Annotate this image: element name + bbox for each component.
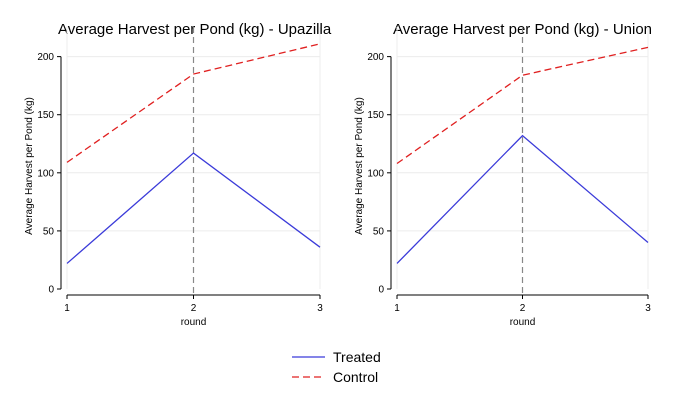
y-tick-label: 50 xyxy=(373,226,385,237)
y-tick-label: 0 xyxy=(48,285,54,296)
chart-title: Average Harvest per Pond (kg) - Upazilla xyxy=(58,21,332,38)
y-tick-label: 100 xyxy=(37,168,54,179)
y-tick-label: 100 xyxy=(367,168,384,179)
x-tick-label: 3 xyxy=(317,303,323,314)
y-axis-label: Average Harvest per Pond (kg) xyxy=(24,97,35,235)
legend: Treated Control xyxy=(292,349,381,385)
x-axis-label: round xyxy=(510,317,536,328)
y-tick-label: 150 xyxy=(37,110,54,121)
series-line-control xyxy=(66,43,321,163)
x-tick-label: 1 xyxy=(394,303,400,314)
panel-union: Average Harvest per Pond (kg) - Union050… xyxy=(354,21,652,328)
legend-label-treated: Treated xyxy=(333,349,381,365)
y-tick-label: 50 xyxy=(43,226,55,237)
x-tick-label: 1 xyxy=(64,303,70,314)
y-tick-label: 0 xyxy=(378,285,384,296)
x-tick-label: 2 xyxy=(191,303,197,314)
series-line-control xyxy=(396,46,649,165)
panel-upazilla: Average Harvest per Pond (kg) - Upazilla… xyxy=(24,21,332,328)
x-axis-label: round xyxy=(181,317,207,328)
series-line-treated xyxy=(396,134,649,264)
y-tick-label: 200 xyxy=(367,52,384,63)
y-axis-label: Average Harvest per Pond (kg) xyxy=(354,97,365,235)
y-tick-label: 200 xyxy=(37,52,54,63)
x-tick-label: 2 xyxy=(520,303,526,314)
legend-label-control: Control xyxy=(333,369,378,385)
y-tick-label: 150 xyxy=(367,110,384,121)
series-line-treated xyxy=(66,152,321,264)
x-tick-label: 3 xyxy=(645,303,651,314)
